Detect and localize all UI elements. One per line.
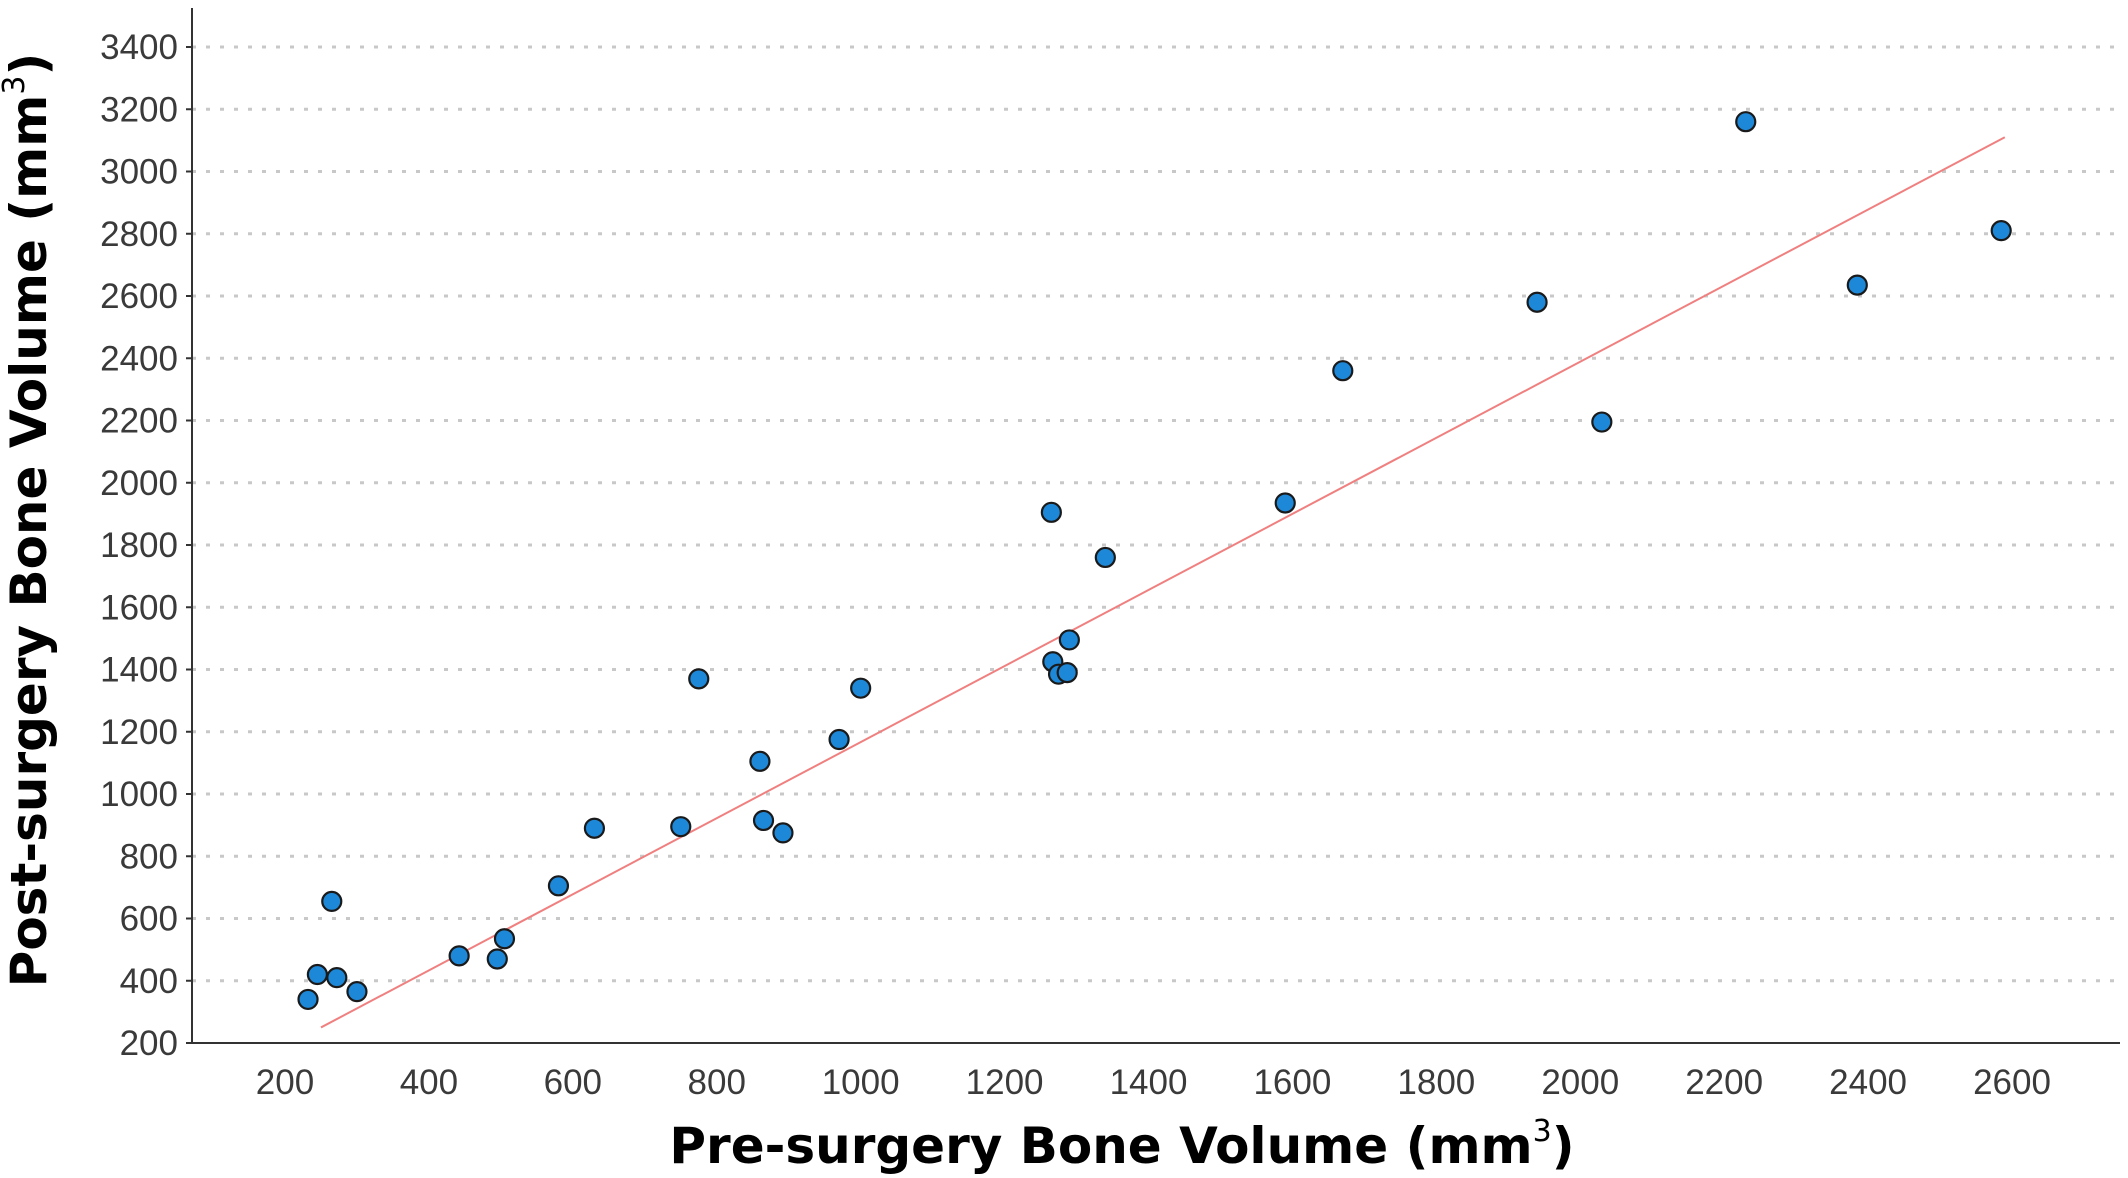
data-point [670, 816, 692, 838]
data-point [772, 822, 794, 844]
y-tick-label: 3200 [100, 90, 178, 129]
x-tick-label: 2400 [1829, 1063, 1907, 1102]
data-point [1274, 492, 1296, 514]
data-point [326, 967, 348, 989]
data-point [486, 948, 508, 970]
fit-line-group [320, 136, 2006, 1029]
x-tick-label: 800 [688, 1063, 746, 1102]
data-point [1040, 501, 1062, 523]
y-tick-label: 2600 [100, 277, 178, 316]
x-tick-label: 1400 [1110, 1063, 1188, 1102]
x-tick-label: 1000 [822, 1063, 900, 1102]
data-point [1058, 629, 1080, 651]
x-tick-label: 600 [544, 1063, 602, 1102]
data-point [1094, 546, 1116, 569]
data-point [306, 963, 328, 986]
data-point [688, 668, 710, 690]
x-tick-label: 400 [400, 1063, 458, 1102]
data-point [828, 728, 850, 751]
data-point [346, 981, 368, 1003]
data-point [752, 809, 775, 832]
data-point [850, 677, 872, 699]
data-point [583, 817, 606, 839]
y-axis-title: Post-surgery Bone Volume (mm3) [0, 53, 58, 988]
y-tick-label: 2400 [100, 339, 178, 378]
x-tick-label: 200 [256, 1063, 314, 1102]
y-tick-label: 800 [120, 837, 178, 876]
axes [186, 8, 2120, 1044]
data-point [1846, 274, 1868, 296]
data-point [493, 928, 516, 950]
data-point [1591, 411, 1613, 433]
y-tick-label: 1400 [100, 651, 178, 690]
x-tick-label: 1800 [1397, 1063, 1475, 1102]
grid-lines [192, 45, 2120, 983]
x-tick-labels: 200 400 600 800 1000 1200 1400 1600 1800 2000 2200… [256, 1063, 2051, 1102]
data-point [1526, 291, 1548, 313]
data-point [1332, 360, 1354, 382]
fit-line [320, 136, 2006, 1029]
x-tick-label: 1600 [1253, 1063, 1331, 1102]
data-point [1056, 662, 1078, 684]
y-tick-label: 2800 [100, 215, 178, 254]
y-tick-label: 600 [120, 900, 178, 939]
y-tick-label: 1800 [100, 526, 178, 565]
y-tick-label: 200 [120, 1024, 178, 1063]
x-tick-label: 1200 [966, 1063, 1044, 1102]
data-point [321, 890, 343, 912]
data-point [1735, 111, 1757, 133]
data-point [297, 988, 319, 1011]
x-axis-title: Pre-surgery Bone Volume (mm3) [669, 1114, 1574, 1175]
x-tick-label: 2200 [1685, 1063, 1763, 1102]
y-tick-label: 3000 [100, 153, 178, 192]
data-point [547, 875, 570, 897]
y-tick-label: 1200 [100, 713, 178, 752]
data-points [297, 111, 2012, 1011]
y-tick-label: 1600 [100, 588, 178, 627]
data-point [749, 750, 771, 772]
y-tick-label: 400 [120, 962, 178, 1001]
data-point [448, 945, 470, 967]
y-tick-labels: 200 400 600 800 1000 1200 1400 1600 1800 2000 2200… [100, 28, 178, 1063]
y-tick-label: 2000 [100, 464, 178, 503]
y-tick-label: 2200 [100, 402, 178, 441]
x-tick-label: 2000 [1541, 1063, 1619, 1102]
y-tick-label: 1000 [100, 775, 178, 814]
y-tick-label: 3400 [100, 28, 178, 67]
x-tick-label: 2600 [1973, 1063, 2051, 1102]
data-point [1990, 220, 2012, 242]
